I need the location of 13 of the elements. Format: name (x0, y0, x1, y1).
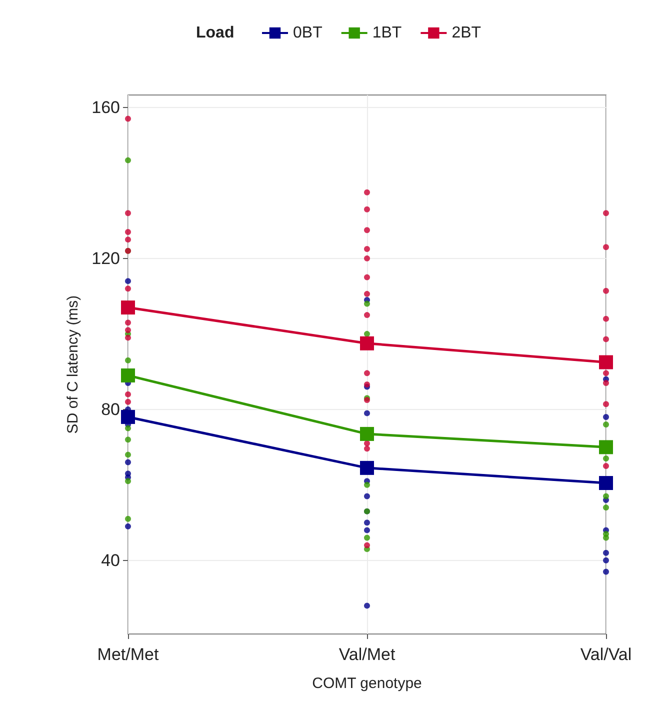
x-tick-label: Met/Met (97, 645, 159, 664)
y-axis-title: SD of C latency (ms) (64, 295, 82, 434)
legend-label: 1BT (372, 24, 402, 42)
legend-label: 2BT (452, 24, 482, 42)
y-tick-label: 120 (92, 248, 120, 268)
y-tick-label: 40 (101, 550, 120, 570)
legend-label: 0BT (293, 24, 323, 42)
legend-title: Load (196, 24, 234, 42)
y-tick-label: 80 (101, 400, 120, 419)
x-axis-title: COMT genotype (312, 675, 422, 692)
y-tick-label: 160 (92, 98, 120, 117)
x-tick-label: Val/Val (580, 645, 632, 664)
x-tick-label: Val/Met (338, 645, 396, 664)
